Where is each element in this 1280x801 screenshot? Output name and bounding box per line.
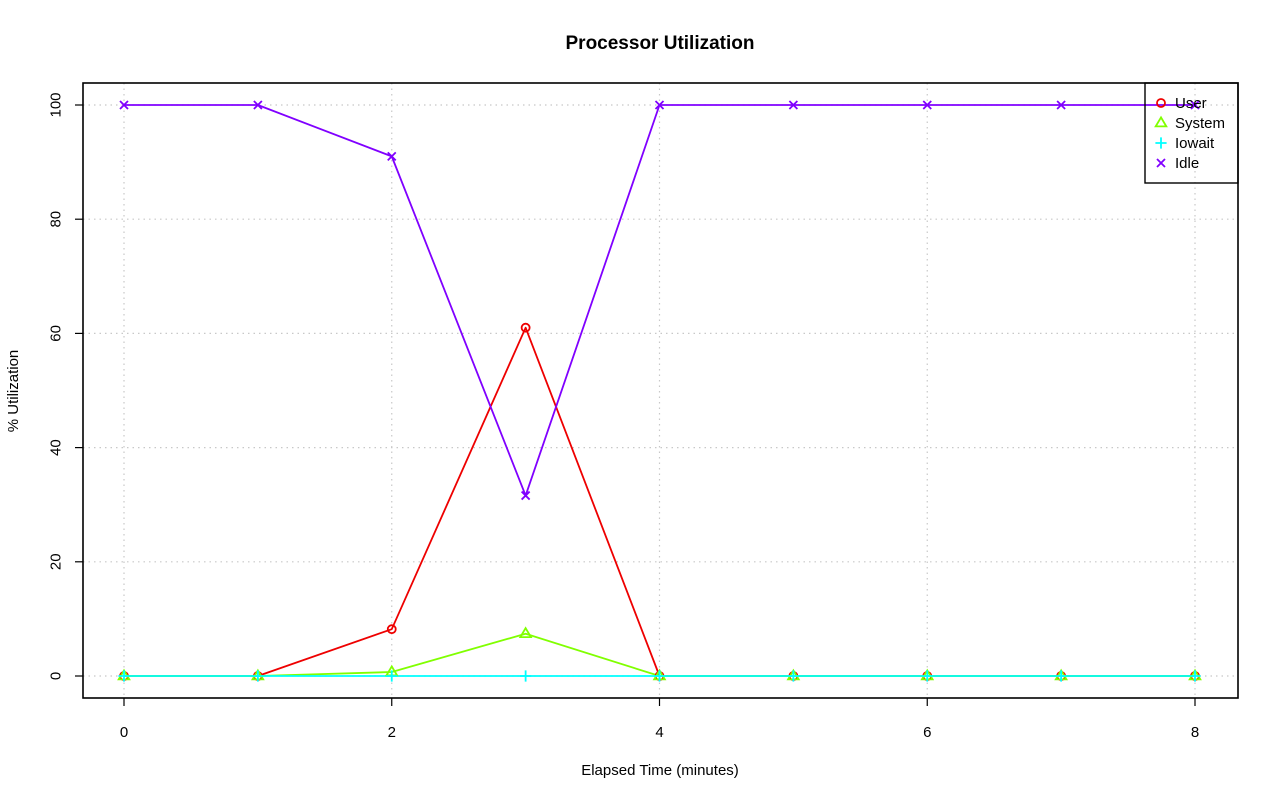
grid-lines xyxy=(83,83,1238,698)
point-user xyxy=(520,322,531,333)
point-iowait xyxy=(252,670,264,682)
point-idle xyxy=(788,100,799,110)
point-idle xyxy=(922,100,932,110)
legend-label-system: System xyxy=(1175,115,1225,132)
legend-marker-idle xyxy=(1156,158,1166,168)
point-iowait xyxy=(1189,670,1201,682)
y-axis: 0 20 40 60 80 100 xyxy=(48,92,83,680)
chart-title: Processor Utilization xyxy=(566,33,755,54)
legend-label-iowait: Iowait xyxy=(1175,135,1215,152)
legend-marker-user xyxy=(1156,98,1166,108)
point-idle xyxy=(520,490,531,501)
legend-marker-iowait xyxy=(1155,137,1167,149)
point-iowait xyxy=(118,670,130,682)
point-idle xyxy=(253,100,263,110)
point-iowait xyxy=(787,670,799,682)
plot-frame xyxy=(82,82,1239,699)
y-tick-label: 0 xyxy=(48,672,65,680)
x-tick-label: 8 xyxy=(1191,724,1199,741)
y-tick-label: 60 xyxy=(48,325,65,342)
point-idle xyxy=(387,151,397,162)
x-tick-label: 6 xyxy=(923,724,931,741)
legend-label-idle: Idle xyxy=(1175,155,1199,172)
y-tick-label: 80 xyxy=(48,211,65,228)
x-tick-label: 2 xyxy=(388,724,396,741)
point-user xyxy=(386,624,397,635)
legend: User System Iowait Idle xyxy=(1144,82,1239,184)
legend-box xyxy=(1144,82,1239,184)
x-axis-label: Elapsed Time (minutes) xyxy=(581,762,739,779)
point-iowait xyxy=(653,670,666,682)
y-tick-label: 40 xyxy=(48,439,65,456)
point-iowait xyxy=(921,670,933,682)
legend-label-user: User xyxy=(1175,95,1207,112)
point-iowait xyxy=(520,670,532,682)
y-tick-label: 100 xyxy=(48,92,65,117)
point-iowait xyxy=(386,670,398,682)
point-idle xyxy=(119,100,129,110)
point-iowait xyxy=(1055,670,1067,682)
point-system xyxy=(518,626,533,639)
x-tick-label: 0 xyxy=(120,724,128,741)
point-idle xyxy=(1190,100,1200,110)
y-tick-label: 20 xyxy=(48,553,65,570)
series-line-idle xyxy=(124,104,1195,497)
legend-marker-system xyxy=(1154,115,1168,128)
point-idle xyxy=(1056,100,1066,110)
series-markers xyxy=(117,100,1202,682)
x-tick-label: 4 xyxy=(655,724,663,741)
x-axis: 0 2 4 6 8 xyxy=(120,698,1199,741)
y-axis-label: % Utilization xyxy=(5,350,22,433)
point-idle xyxy=(654,100,665,110)
